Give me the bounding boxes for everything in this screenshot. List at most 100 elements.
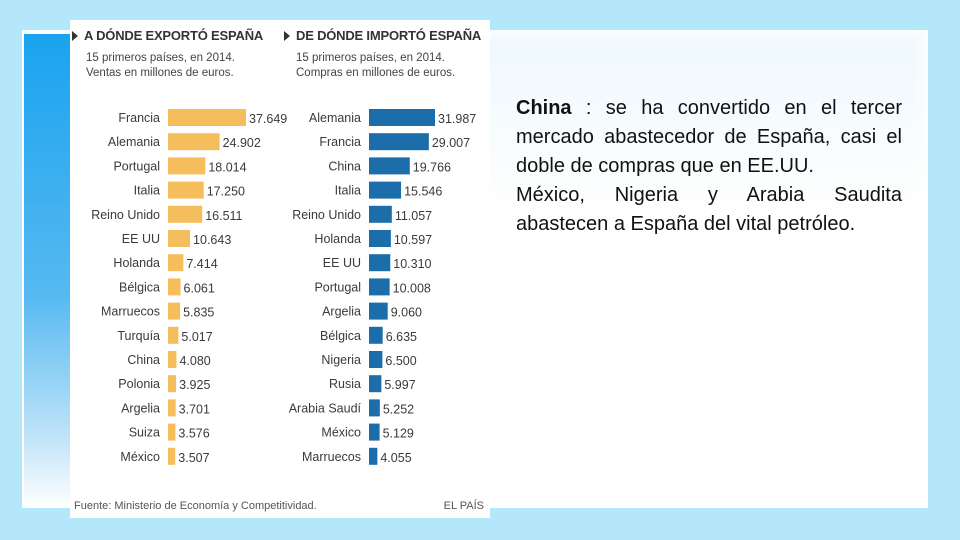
import-value-label: 19.766 — [413, 160, 451, 174]
export-category-label: Turquía — [117, 329, 160, 343]
import-subtitle-2: Compras en millones de euros. — [296, 67, 456, 79]
export-value-label: 24.902 — [223, 136, 261, 150]
export-category-label: Portugal — [113, 159, 160, 173]
import-bar — [369, 133, 429, 151]
import-category-label: Rusia — [329, 377, 361, 391]
import-value-label: 9.060 — [391, 306, 422, 320]
import-bar — [369, 423, 380, 441]
import-value-label: 5.997 — [384, 378, 415, 392]
import-value-label: 10.310 — [393, 257, 431, 271]
import-category-label: Italia — [335, 184, 361, 198]
bullet-icon — [284, 30, 290, 41]
import-category-label: Alemania — [309, 111, 361, 125]
export-value-label: 18.014 — [208, 160, 246, 174]
import-bar — [369, 157, 410, 175]
export-bar — [168, 254, 184, 272]
import-value-label: 10.008 — [393, 281, 431, 295]
export-bar — [168, 302, 181, 320]
import-category-label: Reino Unido — [292, 208, 361, 222]
export-bar — [168, 157, 206, 175]
export-bar — [168, 399, 176, 417]
import-value-label: 31.987 — [438, 112, 476, 126]
export-value-label: 37.649 — [249, 112, 287, 126]
export-category-label: EE UU — [122, 232, 160, 246]
paragraph-china: China : se ha convertido en el tercer me… — [516, 94, 902, 181]
export-value-label: 3.925 — [179, 378, 210, 392]
export-value-label: 17.250 — [207, 185, 245, 199]
export-value-label: 5.835 — [183, 306, 214, 320]
export-category-label: Reino Unido — [91, 208, 160, 222]
import-value-label: 29.007 — [432, 136, 470, 150]
export-bar — [168, 133, 220, 151]
export-value-label: 10.643 — [193, 233, 231, 247]
export-value-label: 5.017 — [181, 330, 212, 344]
export-category-label: Suiza — [129, 426, 160, 440]
export-category-label: Italia — [134, 184, 160, 198]
import-category-label: Marruecos — [302, 450, 361, 464]
import-category-label: Nigeria — [321, 353, 361, 367]
import-bar — [369, 399, 380, 417]
export-bar — [168, 447, 176, 465]
import-panel-header: DE DÓNDE IMPORTÓ ESPAÑA 15 primeros país… — [284, 28, 481, 81]
export-value-label: 7.414 — [186, 257, 217, 271]
export-bar — [168, 375, 177, 393]
import-bar — [369, 351, 383, 368]
export-category-label: Argelia — [121, 401, 160, 415]
export-value-label: 4.080 — [179, 354, 210, 368]
bar-charts: Francia 37.649 Alemania 24.902 Portugal 18.01… — [91, 109, 476, 465]
import-bar — [369, 447, 378, 465]
import-category-label: Holanda — [314, 232, 361, 246]
import-bar — [369, 375, 382, 393]
import-bar — [369, 278, 390, 296]
export-bar — [168, 205, 203, 223]
export-title: A DÓNDE EXPORTÓ ESPAÑA — [84, 28, 264, 43]
export-bar — [168, 230, 191, 247]
export-value-label: 3.701 — [179, 402, 210, 416]
export-category-label: Polonia — [118, 377, 160, 391]
export-category-label: Marruecos — [101, 305, 160, 319]
export-bar — [168, 109, 246, 126]
import-category-label: Francia — [319, 135, 361, 149]
import-bar — [369, 205, 392, 223]
import-category-label: Portugal — [314, 280, 361, 294]
trade-infographic: A DÓNDE EXPORTÓ ESPAÑA 15 primeros paíse… — [70, 20, 490, 518]
export-bar — [168, 326, 179, 344]
import-bar — [369, 109, 435, 126]
export-bar — [168, 423, 176, 441]
import-value-label: 5.129 — [383, 427, 414, 441]
import-value-label: 4.055 — [380, 451, 411, 465]
import-bar — [369, 181, 402, 199]
import-title: DE DÓNDE IMPORTÓ ESPAÑA — [296, 28, 482, 43]
import-value-label: 15.546 — [404, 185, 442, 199]
export-category-label: Francia — [118, 111, 160, 125]
export-category-label: México — [120, 450, 160, 464]
import-value-label: 10.597 — [394, 233, 432, 247]
export-value-label: 16.511 — [205, 209, 242, 223]
export-panel-header: A DÓNDE EXPORTÓ ESPAÑA 15 primeros paíse… — [72, 28, 263, 81]
export-category-label: Holanda — [113, 256, 160, 270]
import-category-label: Arabia Saudí — [289, 401, 362, 415]
import-bar — [369, 230, 391, 247]
import-bar — [369, 302, 388, 320]
export-bar — [168, 181, 204, 199]
slide-text: China : se ha convertido en el tercer me… — [516, 94, 902, 239]
import-value-label: 5.252 — [383, 402, 414, 416]
import-category-label: Bélgica — [320, 329, 361, 343]
export-category-label: Bélgica — [119, 280, 160, 294]
import-subtitle-1: 15 primeros países, en 2014. — [296, 52, 445, 64]
export-value-label: 3.507 — [178, 451, 209, 465]
import-bar — [369, 254, 391, 272]
china-description: : se ha convertido en el tercer mercado … — [516, 97, 902, 177]
import-bar — [369, 326, 383, 344]
export-bar — [168, 278, 181, 296]
china-keyword: China — [516, 97, 572, 119]
import-value-label: 6.500 — [385, 354, 416, 368]
brand-logo: EL PAÍS — [443, 500, 484, 512]
bullet-icon — [72, 30, 78, 41]
export-category-label: Alemania — [108, 135, 160, 149]
import-value-label: 11.057 — [395, 209, 432, 223]
accent-bar — [24, 34, 70, 508]
export-subtitle-2: Ventas en millones de euros. — [86, 67, 234, 79]
import-value-label: 6.635 — [386, 330, 417, 344]
export-value-label: 6.061 — [184, 281, 215, 295]
